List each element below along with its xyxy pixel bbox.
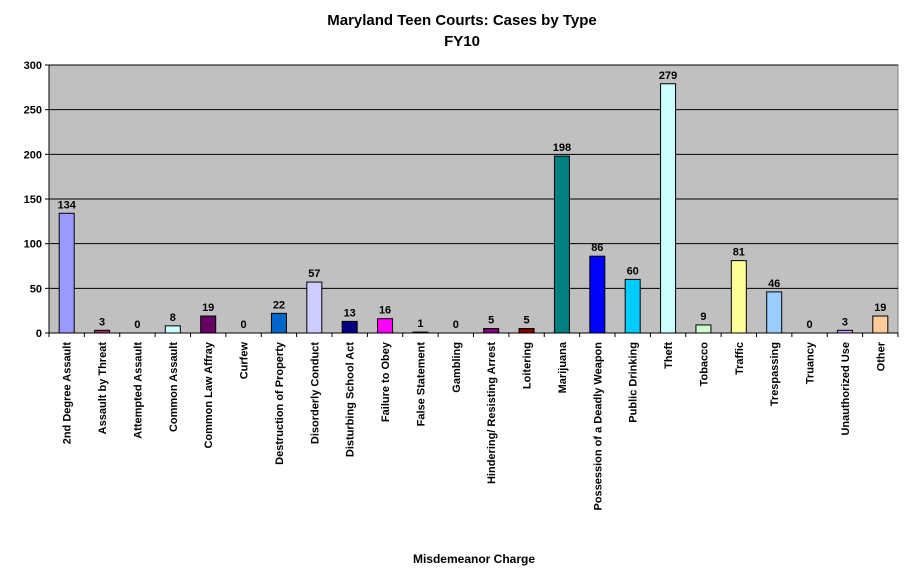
x-tick-label: Other [875,341,887,371]
x-tick-label: Hindering/ Resisting Arrest [486,342,498,484]
bar [766,291,783,334]
bar [872,315,889,334]
x-tick-label: Tobacco [698,342,710,387]
data-label: 0 [807,319,813,331]
x-axis-title: Misdemeanor Charge [413,552,535,566]
data-label: 9 [700,311,706,323]
x-tick-label: Trespassing [769,342,781,406]
bar [695,324,712,334]
bar [553,155,570,334]
data-label: 5 [524,315,530,327]
data-label: 16 [379,305,391,317]
y-tick-label: 0 [36,328,42,340]
x-tick-label: Disorderly Conduct [309,342,321,444]
x-tick-label: Assault by Threat [97,342,109,435]
data-label: 3 [99,316,105,328]
x-tick-label: Destruction of Property [274,341,286,465]
data-label: 198 [553,142,571,154]
data-labels: 134 3 0 8 19 0 22 57 13 16 1 0 5 5 198 86 60 279 9 81 46 0 3 19 [58,70,887,331]
data-label: 3 [842,316,848,328]
x-tick-label: Common Assault [168,342,180,432]
x-tick-label: Common Law Affray [203,341,215,448]
x-tick-label: Theft [663,342,675,369]
bar [589,255,606,334]
y-tick-label: 300 [24,60,42,72]
data-label: 22 [273,299,285,311]
x-tick-label: 2nd Degree Assault [62,342,74,445]
x-tick-label: Curfew [239,342,251,380]
bar [164,325,181,334]
bar [660,83,677,334]
bar [518,328,535,334]
data-label: 46 [768,278,780,290]
bar [730,260,747,334]
data-label: 13 [344,307,356,319]
x-tick-label: Disturbing School Act [345,342,357,457]
bar [483,328,500,334]
x-tick-label: Unauthorized Use [840,342,852,436]
data-label: 60 [627,265,639,277]
x-tick-label: False Statement [415,342,427,427]
x-tick-label: Truancy [805,341,817,384]
data-label: 19 [874,302,886,314]
x-tick-label: Traffic [734,342,746,375]
data-label: 0 [241,319,247,331]
y-tick-label: 250 [24,105,42,117]
y-tick-label: 150 [24,194,42,206]
x-tick-label: Gambling [451,342,463,393]
data-label: 19 [202,302,214,314]
x-tick-label: Loitering [522,342,534,389]
bar [377,318,394,334]
chart-title: Maryland Teen Courts: Cases by Type [327,12,597,29]
data-label: 0 [134,319,140,331]
bars [58,83,889,334]
x-tick-label: Public Drinking [628,342,640,423]
bar [270,312,287,334]
x-tick-label: Failure to Obey [380,341,392,422]
data-label: 1 [417,318,423,330]
bar [306,281,323,334]
data-label: 57 [308,268,320,280]
y-tick-label: 100 [24,239,42,251]
y-tick-label: 50 [30,283,42,295]
data-label: 86 [591,242,603,254]
data-label: 5 [488,315,494,327]
data-label: 279 [659,70,677,82]
x-tick-label: Attempted Assault [132,342,144,439]
x-tick-label: Marijuana [557,341,569,393]
data-label: 134 [58,199,77,211]
x-tick-label: Possession of a Deadly Weapon [592,342,604,511]
bar [58,212,75,334]
y-tick-label: 200 [24,149,42,161]
data-label: 81 [733,247,745,259]
data-label: 8 [170,312,176,324]
data-label: 0 [453,319,459,331]
chart-subtitle: FY10 [444,33,480,50]
bar [341,320,358,334]
bar [200,315,217,334]
bar [624,278,641,334]
gridlines [49,64,898,289]
